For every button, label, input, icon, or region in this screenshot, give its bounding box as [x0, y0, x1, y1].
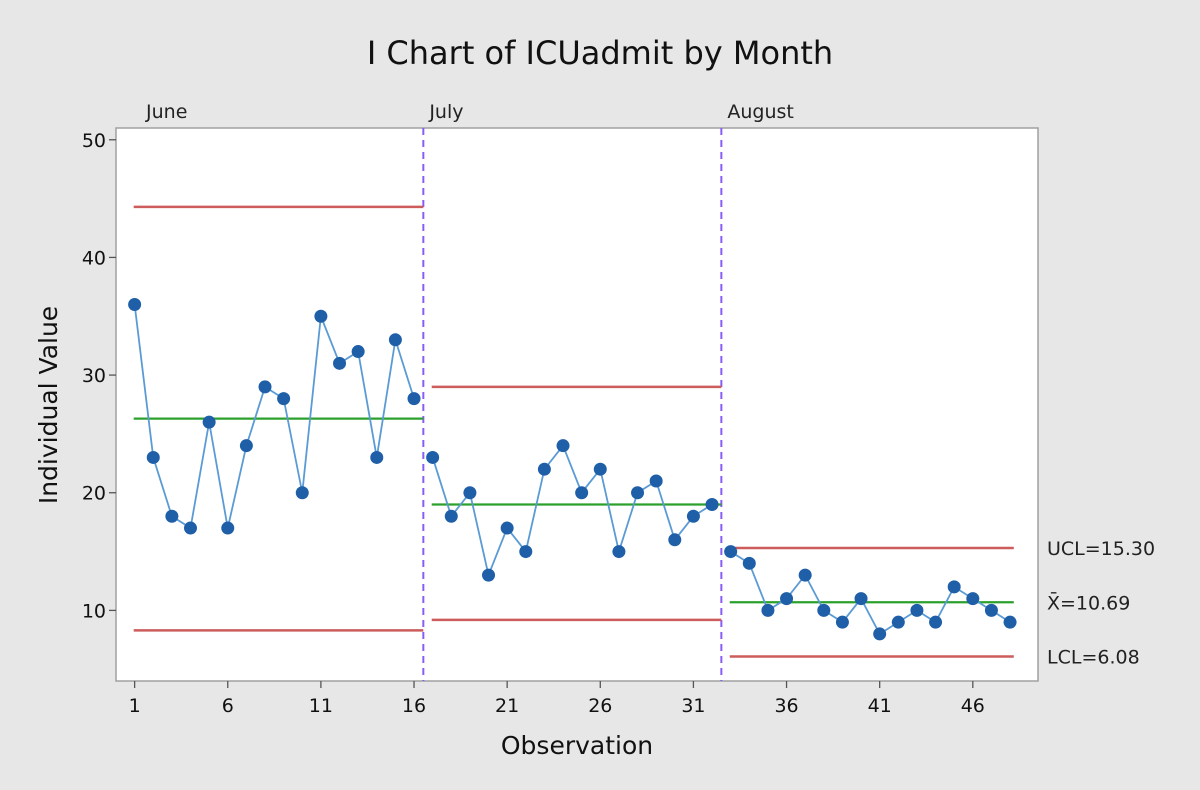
data-point — [258, 380, 272, 394]
data-point — [333, 356, 347, 370]
data-point — [463, 486, 477, 500]
series-line — [431, 443, 713, 579]
data-point — [854, 592, 868, 606]
data-point — [295, 486, 309, 500]
data-point — [631, 486, 645, 500]
data-point — [835, 615, 849, 629]
data-point — [984, 603, 998, 617]
x-axis-title: Observation — [501, 731, 653, 760]
data-series — [128, 297, 1017, 641]
data-point — [929, 615, 943, 629]
x-tick-label: 11 — [309, 695, 333, 717]
data-point — [537, 462, 551, 476]
data-point — [482, 568, 496, 582]
y-tick-label: 40 — [82, 247, 106, 269]
data-point — [500, 521, 514, 535]
data-point — [649, 474, 663, 488]
data-point — [575, 486, 589, 500]
phase-dividers — [422, 128, 723, 681]
x-axis: 1 6 11 16 21 26 31 36 41 46 — [129, 681, 985, 717]
series-line — [730, 550, 1011, 636]
data-point — [351, 345, 365, 359]
ucl-label: UCL=15.30 — [1047, 538, 1155, 560]
data-point — [277, 392, 291, 406]
data-point — [426, 450, 440, 464]
chart-title: I Chart of ICUadmit by Month — [367, 34, 833, 72]
data-point — [165, 509, 179, 523]
data-point — [1003, 615, 1017, 629]
reference-labels: UCL=15.30 X̄=10.69 LCL=6.08 — [1047, 538, 1155, 668]
control-limit-lines — [133, 205, 1014, 658]
data-point — [761, 603, 775, 617]
center-label: X̄=10.69 — [1047, 590, 1130, 614]
data-point — [556, 439, 570, 453]
phase-labels: June July August — [145, 101, 794, 123]
x-tick-label: 1 — [129, 695, 141, 717]
x-tick-label: 16 — [402, 695, 426, 717]
data-point — [742, 556, 756, 570]
data-point — [705, 498, 719, 512]
data-point — [519, 545, 533, 559]
x-tick-label: 6 — [222, 695, 234, 717]
phase-label: July — [428, 101, 463, 123]
x-tick-label: 41 — [868, 695, 892, 717]
series-line — [133, 304, 415, 530]
data-point — [891, 615, 905, 629]
data-point — [873, 627, 887, 641]
data-point — [407, 392, 421, 406]
data-point — [798, 568, 812, 582]
lcl-label: LCL=6.08 — [1047, 647, 1140, 669]
phase-label: August — [727, 101, 794, 123]
data-point — [388, 333, 402, 347]
plot-area — [115, 127, 1039, 682]
data-point — [947, 580, 961, 594]
data-point — [370, 450, 384, 464]
y-axis: 10 20 30 40 50 — [82, 130, 116, 622]
data-point — [966, 592, 980, 606]
data-point — [612, 545, 626, 559]
data-point — [184, 521, 198, 535]
y-tick-label: 50 — [82, 130, 106, 152]
x-tick-label: 46 — [961, 695, 985, 717]
y-tick-label: 30 — [82, 365, 106, 387]
x-tick-label: 26 — [588, 695, 612, 717]
phase-label: June — [145, 101, 187, 123]
data-point — [686, 509, 700, 523]
y-tick-label: 20 — [82, 483, 106, 505]
data-point — [910, 603, 924, 617]
data-point — [314, 309, 328, 323]
data-point — [444, 509, 458, 523]
data-point — [128, 297, 142, 311]
x-tick-label: 31 — [681, 695, 705, 717]
data-point — [668, 533, 682, 547]
data-point — [221, 521, 235, 535]
x-tick-label: 36 — [774, 695, 798, 717]
y-tick-label: 10 — [82, 600, 106, 622]
data-point — [239, 439, 253, 453]
data-point — [817, 603, 831, 617]
y-axis-title: Individual Value — [34, 306, 63, 504]
data-point — [593, 462, 607, 476]
data-point — [724, 545, 738, 559]
data-point — [202, 415, 216, 429]
data-point — [146, 450, 160, 464]
x-tick-label: 21 — [495, 695, 519, 717]
data-point — [780, 592, 794, 606]
